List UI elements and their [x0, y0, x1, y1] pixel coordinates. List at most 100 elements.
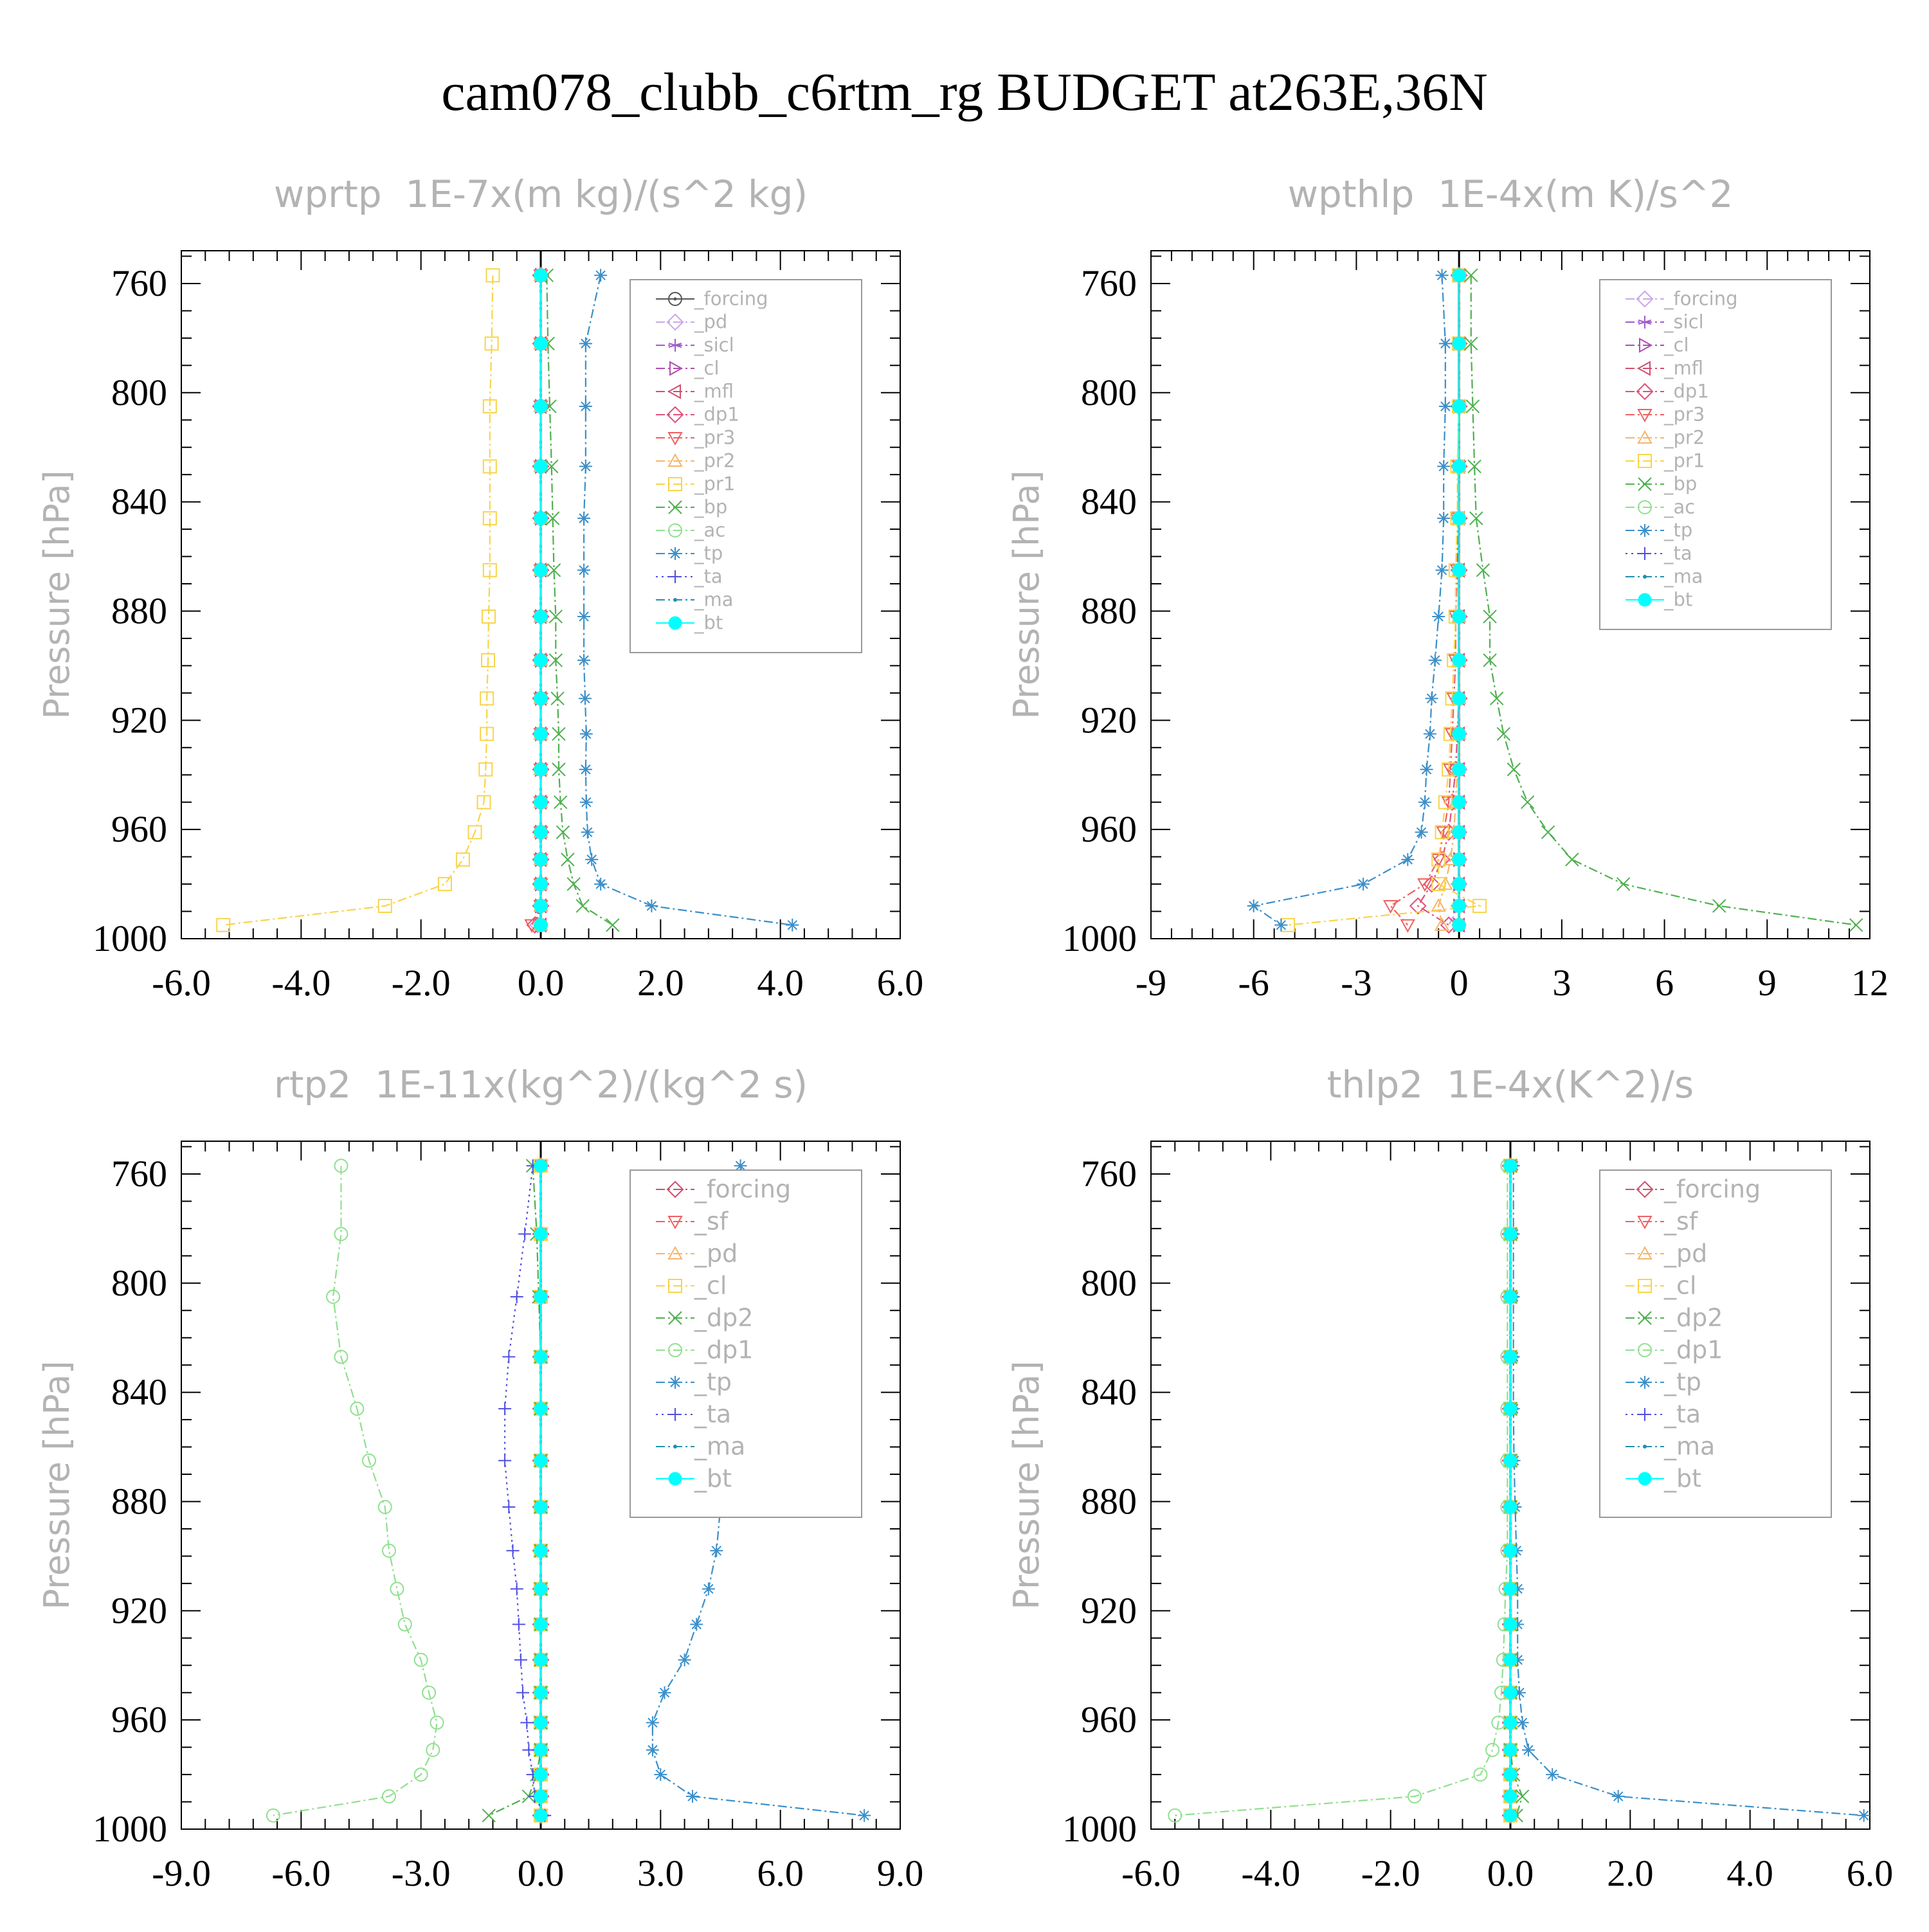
legend-label: _dp2	[1663, 1304, 1723, 1332]
data-point	[326, 1290, 341, 1305]
legend-label: _dp1	[1663, 1336, 1723, 1364]
data-point	[547, 563, 561, 577]
legend-label: _pr1	[1663, 450, 1705, 472]
legend-item: _ma	[1626, 566, 1703, 588]
x-tick-label: -2.0	[1361, 1852, 1420, 1894]
legend-item: _mfl	[656, 381, 734, 402]
data-point	[1565, 853, 1579, 867]
data-point	[437, 877, 452, 892]
legend-marker	[668, 523, 682, 537]
panel-title: wpthlp 1E-4x(m K)/s^2	[1288, 172, 1734, 216]
legend-label: _ma	[694, 1432, 745, 1461]
legend-marker	[1638, 1311, 1652, 1325]
legend-marker	[1643, 1445, 1647, 1449]
legend-label: _bp	[1663, 473, 1697, 495]
legend-item: _dp2	[656, 1304, 753, 1332]
legend-marker	[1638, 524, 1651, 537]
data-point	[1452, 918, 1466, 932]
data-point	[1520, 795, 1535, 809]
data-point	[658, 1686, 671, 1699]
legend-item: _ma	[1626, 1432, 1715, 1461]
data-point	[545, 459, 559, 474]
data-point	[534, 1350, 548, 1364]
legend-marker	[667, 432, 683, 446]
legend-item: _bt	[656, 612, 723, 634]
legend-item: _tp	[1626, 519, 1692, 541]
x-tick-label: 12	[1851, 962, 1888, 1004]
legend-item: _dp1	[1626, 1336, 1723, 1364]
data-point	[390, 1582, 404, 1596]
legend-item: _cl	[1626, 1272, 1696, 1300]
legend-marker	[666, 313, 684, 331]
legend: _forcing_pd_sicl_cl_mfl_dp1_pr3_pr2_pr1_…	[629, 279, 862, 653]
data-point	[1418, 795, 1431, 809]
panel-4: thlp2 1E-4x(K^2)/s Pressure [hPa] 760 800 84…	[1006, 1063, 1893, 1894]
legend-label: _bt	[694, 1465, 732, 1493]
legend-item: _cl	[1626, 334, 1689, 356]
data-point	[1503, 1743, 1517, 1757]
data-point	[334, 1227, 349, 1241]
legend-marker	[668, 339, 682, 352]
legend-label: _sicl	[694, 334, 734, 356]
legend-label: _pd	[694, 1240, 738, 1268]
data-point	[506, 1544, 520, 1557]
data-point	[1503, 1454, 1517, 1468]
legend-item: _ac	[1626, 496, 1695, 518]
legend-marker	[1638, 316, 1652, 329]
x-tick-label: 2.0	[637, 962, 684, 1004]
legend-item: _ta	[1626, 1400, 1701, 1429]
legend-item: _forcing	[1626, 288, 1738, 310]
legend-label: _forcing	[1663, 1175, 1761, 1204]
data-point	[1168, 1808, 1182, 1823]
x-tick-label: 6	[1655, 962, 1674, 1004]
data-point	[381, 1789, 396, 1804]
data-point	[478, 762, 493, 777]
legend-marker	[1638, 500, 1652, 514]
data-point	[1503, 1159, 1517, 1173]
legend-item: _ta	[656, 1400, 731, 1429]
y-tick-label: 880	[111, 590, 167, 631]
legend-marker	[1638, 1472, 1652, 1486]
y-tick-label: 880	[1081, 590, 1137, 631]
data-point	[1611, 1790, 1625, 1803]
legend-label: _dp2	[694, 1304, 753, 1332]
data-point	[1546, 1768, 1559, 1782]
data-point	[482, 1809, 496, 1823]
legend-marker	[1636, 361, 1651, 376]
legend-label: _cl	[1663, 334, 1689, 356]
data-point	[1452, 563, 1466, 577]
legend-marker	[1638, 593, 1652, 607]
legend-item: _sf	[656, 1207, 729, 1236]
data-point	[534, 1290, 548, 1304]
x-tick-label: -2.0	[392, 962, 451, 1004]
series-layer	[266, 1157, 871, 1825]
data-point	[1465, 399, 1480, 413]
data-point	[561, 853, 575, 867]
data-point	[577, 609, 591, 623]
y-tick-label: 1000	[93, 1808, 167, 1850]
data-point	[1382, 900, 1399, 914]
data-point	[1503, 1544, 1517, 1558]
data-point	[216, 917, 231, 932]
data-point	[1400, 919, 1415, 933]
legend-item: _ma	[656, 589, 734, 611]
y-tick-label: 800	[1081, 372, 1137, 413]
legend-marker	[666, 1180, 684, 1198]
legend-item: _bp	[656, 496, 727, 518]
legend-box	[629, 279, 862, 653]
data-point	[1247, 899, 1260, 913]
data-point	[1452, 268, 1466, 282]
data-point	[377, 899, 392, 914]
data-point	[545, 511, 560, 525]
data-point	[678, 1653, 691, 1666]
legend-marker	[1638, 454, 1652, 468]
data-point	[1437, 460, 1451, 473]
data-point	[498, 1454, 512, 1467]
series-line-dp1	[1175, 1166, 1508, 1816]
data-point	[413, 1652, 428, 1667]
data-point	[1435, 269, 1449, 282]
legend-label: _dp1	[694, 1336, 753, 1364]
legend-label: _pr1	[694, 473, 735, 495]
data-point	[577, 512, 591, 525]
